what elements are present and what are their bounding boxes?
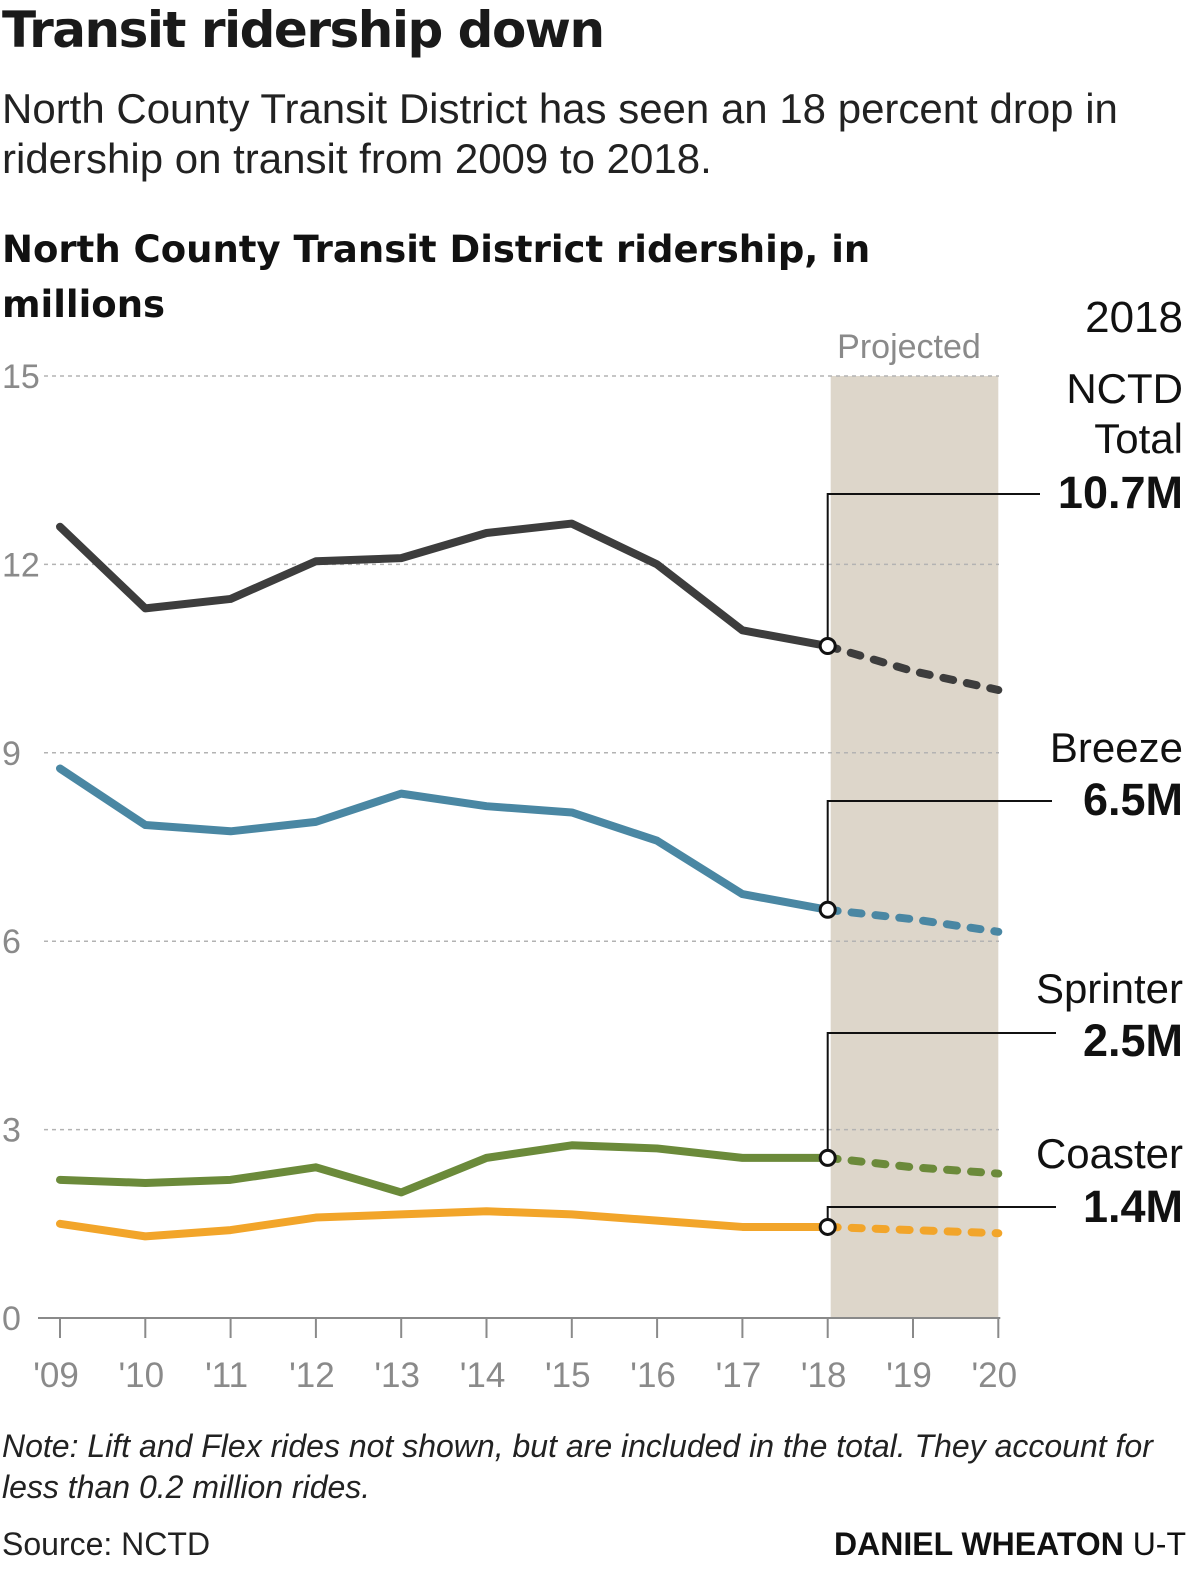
- y-tick-label: 9: [2, 735, 21, 773]
- series-point-2018-3: [818, 1217, 837, 1236]
- x-tick-label: '14: [460, 1356, 506, 1395]
- series-projected-line-3: [823, 1222, 1003, 1238]
- series-line-3: [56, 1207, 832, 1241]
- source-line: Source: NCTD: [2, 1526, 211, 1562]
- series-line-2: [56, 1141, 832, 1197]
- x-tick-label: '13: [374, 1356, 420, 1395]
- series-name-label: Breeze: [1050, 724, 1183, 771]
- y-tick-label: 15: [2, 358, 40, 396]
- byline: DANIEL WHEATON U-T: [834, 1526, 1186, 1563]
- series-line-0: [56, 519, 832, 651]
- x-tick-label: '09: [33, 1356, 79, 1395]
- x-tick-label: '16: [630, 1356, 676, 1395]
- series-projected-line-2: [823, 1153, 1003, 1178]
- x-tick-label: '12: [289, 1356, 335, 1395]
- series-point-2018-2: [818, 1148, 837, 1167]
- series-name-label: Sprinter: [1036, 965, 1183, 1012]
- highlight-year-label: 2018: [1085, 293, 1183, 342]
- series-projected-line-1: [823, 905, 1003, 936]
- series-label-connector-2: [826, 1032, 1056, 1150]
- chart-note: Note: Lift and Flex rides not shown, but…: [2, 1428, 1153, 1505]
- byline-org: U-T: [1132, 1526, 1186, 1562]
- series-name-label: Coaster: [1036, 1130, 1183, 1177]
- x-tick-label: '20: [971, 1356, 1017, 1395]
- projected-band: [830, 376, 999, 1318]
- x-tick-label: '18: [801, 1356, 847, 1395]
- series-label-connector-0: [826, 493, 1040, 639]
- series-value-label: 6.5M: [1083, 774, 1183, 825]
- series-name-label: NCTD: [1066, 365, 1183, 412]
- series-name-label: Total: [1094, 415, 1183, 462]
- series-point-2018-0: [818, 637, 837, 656]
- y-tick-label: 0: [2, 1300, 21, 1338]
- byline-name: DANIEL WHEATON: [834, 1526, 1124, 1562]
- series-point-2018-1: [818, 900, 837, 919]
- series-label-connector-3: [826, 1206, 1056, 1219]
- x-tick-label: '19: [886, 1356, 932, 1395]
- series-value-label: 1.4M: [1083, 1181, 1183, 1232]
- x-tick-label: '15: [545, 1356, 591, 1395]
- x-tick-label: '10: [118, 1356, 164, 1395]
- headline: Transit ridership down: [2, 1, 605, 59]
- series-projected-line-0: [823, 642, 1003, 694]
- subheadline: North County Transit District has seen a…: [2, 85, 1118, 182]
- series-label-connector-1: [826, 800, 1052, 902]
- chart-title: North County Transit District ridership,…: [2, 228, 871, 326]
- series-line-1: [56, 764, 832, 914]
- x-tick-label: '11: [205, 1356, 248, 1395]
- y-tick-label: 6: [2, 923, 21, 961]
- series-value-label: 2.5M: [1083, 1015, 1183, 1066]
- x-tick-label: '17: [716, 1356, 762, 1395]
- y-tick-label: 12: [2, 546, 40, 584]
- series-value-label: 10.7M: [1058, 467, 1183, 518]
- y-tick-label: 3: [2, 1112, 21, 1150]
- projected-label: Projected: [837, 328, 981, 366]
